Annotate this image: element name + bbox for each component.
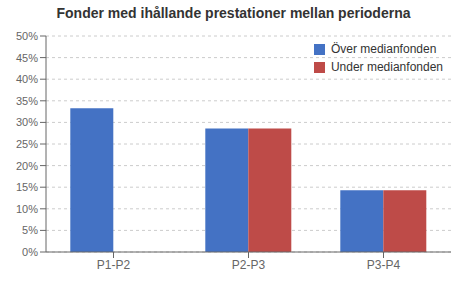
- svg-text:0%: 0%: [22, 246, 38, 258]
- svg-text:40%: 40%: [16, 73, 38, 85]
- svg-text:25%: 25%: [16, 138, 38, 150]
- svg-text:50%: 50%: [16, 30, 38, 42]
- svg-text:5%: 5%: [22, 224, 38, 236]
- html-text:Över medianfonden: Över medianfonden: [330, 42, 437, 56]
- svg-text:30%: 30%: [16, 116, 38, 128]
- svg-text:P2-P3: P2-P3: [232, 258, 266, 272]
- svg-text:15%: 15%: [16, 181, 38, 193]
- svg-text:P3-P4: P3-P4: [367, 258, 401, 272]
- svg-text:35%: 35%: [16, 95, 38, 107]
- svg-text:20%: 20%: [16, 160, 38, 172]
- html-text:Fonder med ihållande prestatio: Fonder med ihållande prestationer mellan…: [56, 5, 411, 21]
- svg-text:P1-P2: P1-P2: [97, 258, 131, 272]
- html-text:Under medianfonden: Under medianfonden: [330, 60, 443, 74]
- svg-text:10%: 10%: [16, 203, 38, 215]
- svg-text:45%: 45%: [16, 52, 38, 64]
